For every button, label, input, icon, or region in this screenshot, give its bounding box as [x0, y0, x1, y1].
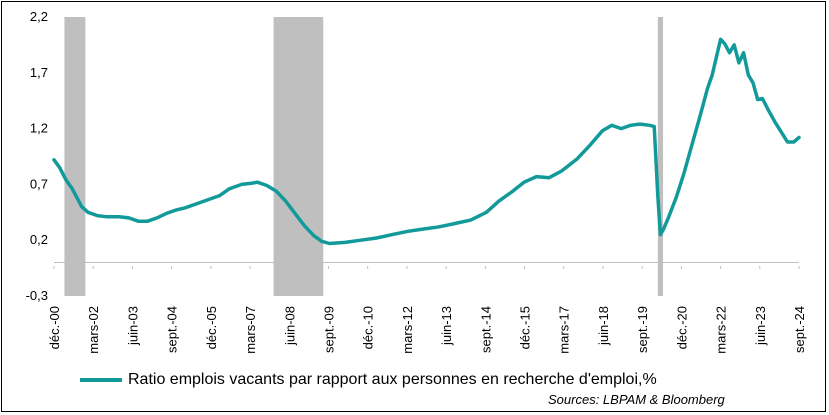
recession-band-2 — [273, 17, 324, 296]
y-tick-label: 0,7 — [30, 176, 48, 191]
x-tick-label: juin-03 — [125, 306, 140, 346]
x-tick-label: sept.-14 — [478, 306, 493, 353]
x-tick-labels: déc.-00 mars-02 juin-03 sept.-04 déc.-05 mars… — [47, 306, 807, 354]
x-tick-label: juin-23 — [753, 306, 768, 346]
x-tick-label: sept.-09 — [321, 306, 336, 353]
x-tick-label: déc.-10 — [361, 306, 376, 349]
legend-swatch — [80, 378, 122, 382]
y-tick-label: -0,3 — [26, 288, 48, 303]
series-layer — [52, 37, 801, 246]
x-tick-label: déc.-05 — [204, 306, 219, 349]
x-tick-label: sept.-19 — [635, 306, 650, 353]
x-tick-label: juin-08 — [282, 306, 297, 346]
y-tick-label: 2,2 — [30, 9, 48, 24]
legend-label: Ratio emplois vacants par rapport aux pe… — [128, 371, 657, 388]
x-tick-label: mars-12 — [400, 306, 415, 354]
x-tick-label: sept.-04 — [165, 306, 180, 353]
source-note: Sources: LBPAM & Bloomberg — [548, 392, 725, 407]
x-tick-label: déc.-15 — [518, 306, 533, 349]
recession-band-3 — [657, 17, 664, 296]
recession-band-1 — [64, 17, 86, 296]
x-tick-label: mars-07 — [243, 306, 258, 354]
series-line-1 — [52, 37, 801, 246]
x-tick-label: déc.-20 — [674, 306, 689, 349]
y-tick-label: 1,7 — [30, 65, 48, 80]
legend: Ratio emplois vacants par rapport aux pe… — [80, 369, 657, 391]
x-tick-marks — [53, 266, 800, 269]
y-tick-label: 1,2 — [30, 121, 48, 136]
x-tick-label: sept.-24 — [792, 306, 807, 353]
x-tick-label: mars-17 — [557, 306, 572, 354]
y-tick-labels: -0,3 0,2 0,7 1,2 1,7 2,2 — [26, 9, 48, 303]
x-tick-label: juin-13 — [439, 306, 454, 346]
x-tick-label: mars-02 — [86, 306, 101, 354]
x-tick-label: mars-22 — [714, 306, 729, 354]
recession-bands — [64, 17, 664, 296]
x-tick-label: déc.-00 — [47, 306, 62, 349]
x-tick-label: juin-18 — [596, 306, 611, 346]
y-tick-label: 0,2 — [30, 232, 48, 247]
